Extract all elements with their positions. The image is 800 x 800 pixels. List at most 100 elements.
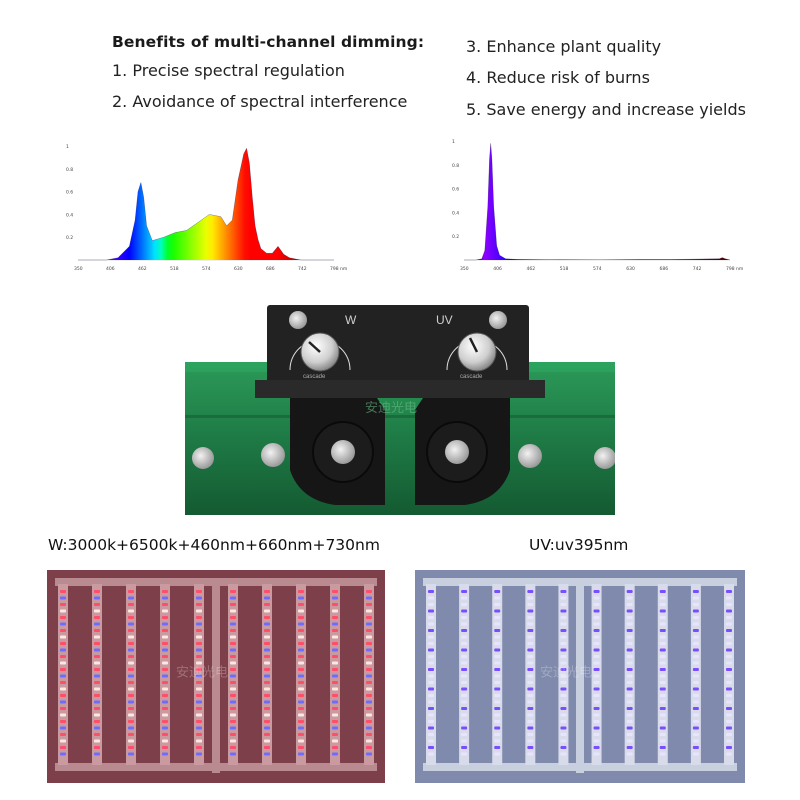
led-chip xyxy=(94,726,100,730)
led-chip xyxy=(264,752,270,756)
led-chip xyxy=(692,746,699,749)
led-chip xyxy=(264,609,270,613)
led-chip xyxy=(527,674,534,678)
led-chip xyxy=(162,603,168,606)
led-chip xyxy=(196,590,202,593)
led-chip xyxy=(494,609,501,613)
led-chip xyxy=(692,733,699,736)
led-chip xyxy=(726,720,732,723)
led-chip xyxy=(230,609,236,613)
led-chip xyxy=(298,603,304,606)
led-chip xyxy=(264,733,270,736)
led-chip xyxy=(196,707,202,710)
led-chip xyxy=(461,648,468,652)
product-photo-w-channel: 安迪光电 xyxy=(47,570,385,783)
led-chip xyxy=(332,739,338,743)
led-chip xyxy=(527,668,534,671)
spectrum-y-tick: 0.2 xyxy=(452,234,459,240)
led-chip xyxy=(692,622,699,626)
led-chip xyxy=(626,661,633,665)
led-chip xyxy=(428,700,434,704)
led-chip xyxy=(692,739,699,743)
led-chip xyxy=(560,590,567,593)
led-chip xyxy=(428,609,434,613)
led-chip xyxy=(692,661,699,665)
led-chip xyxy=(461,590,468,593)
led-chip xyxy=(494,642,501,645)
led-chip xyxy=(461,681,468,684)
led-chip xyxy=(527,609,534,613)
spectrum-area xyxy=(78,148,334,260)
led-chip xyxy=(196,746,202,749)
led-chip xyxy=(94,687,100,691)
led-chip xyxy=(60,616,66,619)
led-chip xyxy=(332,629,338,632)
led-chip xyxy=(593,603,600,606)
led-chip xyxy=(298,616,304,619)
led-chip xyxy=(626,746,633,749)
led-chip xyxy=(128,687,134,691)
led-chip xyxy=(196,661,202,665)
led-chip xyxy=(726,700,732,704)
led-chip xyxy=(366,700,372,704)
led-chip xyxy=(593,648,600,652)
led-chip xyxy=(366,616,372,619)
led-chip xyxy=(60,720,66,723)
led-chip xyxy=(128,674,134,678)
led-chip xyxy=(196,629,202,632)
led-chip xyxy=(626,629,633,632)
led-chip xyxy=(659,609,666,613)
led-chip xyxy=(428,629,434,632)
led-chip xyxy=(428,687,434,691)
led-chip xyxy=(726,609,732,613)
led-chip xyxy=(298,746,304,749)
spectrum-area xyxy=(464,143,730,260)
led-chip xyxy=(560,642,567,645)
led-chip xyxy=(726,674,732,678)
led-chip xyxy=(626,713,633,717)
spectrum-x-tick: 350 xyxy=(460,266,469,272)
led-chip xyxy=(494,629,501,632)
led-chip xyxy=(332,596,338,600)
led-chip xyxy=(264,603,270,606)
led-chip xyxy=(230,674,236,678)
led-chip xyxy=(230,596,236,600)
led-chip xyxy=(196,655,202,658)
led-chip xyxy=(428,655,434,658)
led-chip xyxy=(560,733,567,736)
led-chip xyxy=(196,668,202,671)
led-chip xyxy=(560,726,567,730)
led-chip xyxy=(162,746,168,749)
led-chip xyxy=(128,622,134,626)
led-chip xyxy=(332,713,338,717)
led-chip xyxy=(461,752,468,756)
led-chip xyxy=(94,642,100,645)
led-chip xyxy=(128,733,134,736)
led-chip xyxy=(428,648,434,652)
led-chip xyxy=(726,655,732,658)
led-chip xyxy=(162,752,168,756)
led-chip xyxy=(527,655,534,658)
product-photo-uv-channel: 安迪光电 xyxy=(415,570,745,783)
led-chip xyxy=(332,720,338,723)
led-chip xyxy=(94,700,100,704)
led-chip xyxy=(94,681,100,684)
led-chip xyxy=(264,622,270,626)
led-chip xyxy=(264,596,270,600)
led-chip xyxy=(428,746,434,749)
led-chip xyxy=(560,596,567,600)
spectrum-y-tick: 0.4 xyxy=(66,212,73,218)
led-chip xyxy=(461,668,468,671)
led-chip xyxy=(527,694,534,697)
led-chip xyxy=(494,746,501,749)
panel-center-spine xyxy=(212,578,220,773)
spectrum-line xyxy=(464,143,731,261)
led-chip xyxy=(298,733,304,736)
led-chip xyxy=(162,674,168,678)
led-chip xyxy=(94,668,100,671)
led-chip xyxy=(659,642,666,645)
led-chip xyxy=(230,746,236,749)
led-chip xyxy=(162,687,168,691)
led-chip xyxy=(461,674,468,678)
led-chip xyxy=(60,674,66,678)
